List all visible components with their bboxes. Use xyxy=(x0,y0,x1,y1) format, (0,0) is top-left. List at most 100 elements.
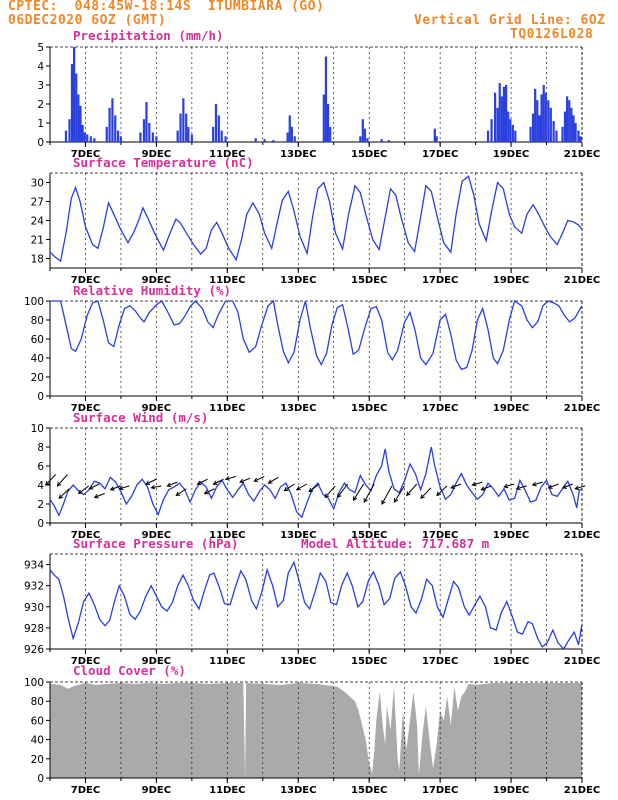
temp-xtick-label: 19DEC xyxy=(493,275,529,286)
precip-bar xyxy=(552,121,555,142)
wind-ytick-label: 0 xyxy=(37,518,44,530)
wind-arrow-head xyxy=(515,485,521,491)
wind-ytick-label: 8 xyxy=(37,442,44,454)
temp-xtick-label: 17DEC xyxy=(422,275,458,286)
precip-bar xyxy=(148,123,151,142)
wind-arrow xyxy=(548,483,559,489)
header-location: CPTEC: 048:45W-18:14S ITUMBIARA (GO) xyxy=(8,0,325,14)
wind-arrow-head xyxy=(353,496,358,502)
wind-xtick-label: 13DEC xyxy=(280,530,316,541)
wind-arrow-head xyxy=(420,494,425,500)
temp-xtick-label: 21DEC xyxy=(564,275,600,286)
wind-arrow-head xyxy=(118,485,124,491)
precip-bar xyxy=(93,138,96,142)
wind-arrow xyxy=(57,474,68,487)
wind-arrow xyxy=(204,488,215,495)
cloud-area xyxy=(50,683,582,778)
wind-arrow xyxy=(119,485,130,490)
wind-arrow xyxy=(78,485,89,494)
pressure-ytick-label: 930 xyxy=(24,602,44,614)
precip-bar xyxy=(288,115,291,142)
cloud-ytick-label: 40 xyxy=(31,735,44,747)
wind-arrow-head xyxy=(561,484,567,489)
precip-ytick-label: 5 xyxy=(37,42,44,54)
wind-arrow-head xyxy=(224,476,230,481)
wind-arrow xyxy=(436,485,448,496)
wind-arrow-head xyxy=(406,491,411,497)
wind-arrow xyxy=(239,477,251,483)
wind-arrow xyxy=(393,485,405,503)
precip-bar xyxy=(561,126,564,142)
wind-arrow-head xyxy=(56,481,62,487)
wind-arrow-head xyxy=(77,489,83,495)
precip-bar xyxy=(254,138,257,142)
header-run-time: 06DEC2020 6OZ (GMT) xyxy=(8,13,167,28)
pressure-xtick-label: 9DEC xyxy=(142,656,171,667)
wind-arrow-head xyxy=(324,493,330,499)
wind-arrow-head xyxy=(393,498,399,503)
precip-xtick-label: 7DEC xyxy=(71,149,100,160)
wind-xtick-label: 11DEC xyxy=(209,530,245,541)
wind-arrow xyxy=(504,483,515,488)
rh-xtick-label: 11DEC xyxy=(209,403,245,414)
rh-xtick-label: 19DEC xyxy=(493,403,529,414)
precip-bar xyxy=(514,130,517,142)
wind-arrow xyxy=(363,483,375,503)
precip-bar xyxy=(529,126,532,142)
precip-bar xyxy=(190,134,193,142)
cloud-title: Cloud Cover (%) xyxy=(73,663,186,678)
temp-xtick-label: 15DEC xyxy=(351,275,387,286)
cloud-xtick-label: 7DEC xyxy=(71,785,100,796)
precip-bar xyxy=(119,136,123,142)
rh-xtick-label: 13DEC xyxy=(280,403,316,414)
precip-bar xyxy=(224,136,227,142)
precip-bar xyxy=(86,134,89,142)
wind-arrow xyxy=(420,487,432,499)
precip-xtick-label: 21DEC xyxy=(564,149,600,160)
precip-bar xyxy=(114,115,117,142)
precip-bar xyxy=(574,123,577,142)
cloud-xtick-label: 15DEC xyxy=(351,785,387,796)
wind-arrow xyxy=(450,483,462,489)
wind-arrow-head xyxy=(196,480,202,485)
pressure-ytick-label: 928 xyxy=(24,623,44,635)
pressure-line xyxy=(49,560,583,651)
rh-ytick-label: 20 xyxy=(31,372,44,384)
temp-xtick-label: 9DEC xyxy=(142,275,171,286)
cloud-ytick-label: 80 xyxy=(31,696,44,708)
precip-bar xyxy=(505,85,508,142)
wind-arrow xyxy=(167,481,178,487)
wind-xtick-label: 17DEC xyxy=(422,530,458,541)
precip-bar xyxy=(329,126,332,142)
wind-arrow xyxy=(225,475,237,480)
wind-arrow-head xyxy=(166,482,172,487)
wind-arrow xyxy=(337,483,349,498)
pressure-xtick-label: 19DEC xyxy=(493,656,529,667)
cloud-xtick-label: 21DEC xyxy=(564,785,600,796)
precip-bar xyxy=(286,132,289,142)
precip-ytick-label: 4 xyxy=(37,61,44,73)
wind-arrow-head xyxy=(150,484,156,490)
wind-arrow-head xyxy=(295,486,301,491)
precip-bar xyxy=(540,94,543,142)
wind-arrow-head xyxy=(574,485,580,491)
wind-arrow xyxy=(296,483,308,491)
pressure-ytick-label: 932 xyxy=(24,581,44,593)
precip-bar xyxy=(145,102,148,142)
precip-ytick-label: 0 xyxy=(37,137,44,149)
precip-bar xyxy=(534,88,537,142)
precip-ytick-label: 2 xyxy=(37,99,44,111)
precip-bar xyxy=(108,107,111,142)
rh-ytick-label: 0 xyxy=(37,391,44,403)
precip-xtick-label: 15DEC xyxy=(351,149,387,160)
precip-bar xyxy=(75,73,78,142)
wind-xtick-label: 21DEC xyxy=(564,530,600,541)
precip-bar xyxy=(387,140,390,142)
wind-arrow xyxy=(58,488,70,499)
precip-bar xyxy=(496,107,499,142)
wind-ytick-label: 10 xyxy=(31,423,44,435)
precip-bar xyxy=(142,119,146,142)
wind-arrow xyxy=(284,483,295,492)
temp-title: Surface Temperature (nC) xyxy=(73,155,254,170)
